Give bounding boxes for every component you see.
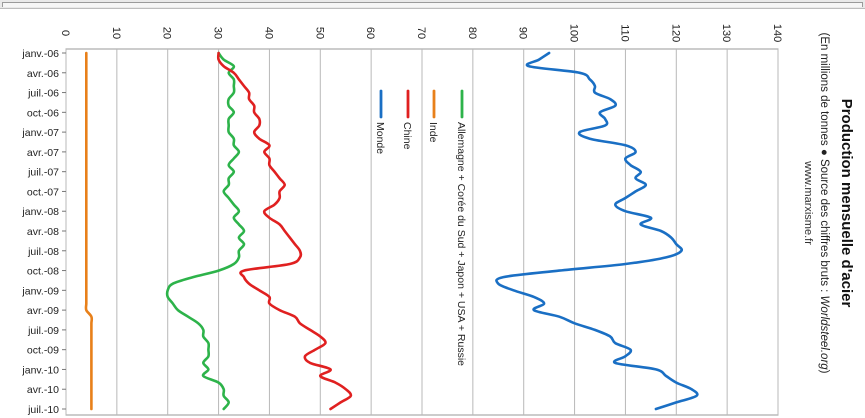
value-tick-labels: 0 10 20 30 40 50 60 70 80 90 100 110 120 130 140 <box>59 24 783 42</box>
value-tick-label: 30 <box>212 27 224 39</box>
month-tick-label: oct.-09 <box>27 345 59 357</box>
value-tick-label: 130 <box>720 24 732 42</box>
subtitle-prefix: (En millions de tonnes ● Source des chif… <box>818 32 830 295</box>
chart-titles: Production mensuelle d'acier (En million… <box>802 32 855 373</box>
month-tick-label: oct.-08 <box>27 266 59 278</box>
chart-title: Production mensuelle d'acier <box>838 99 855 308</box>
month-tick-label: juil.-10 <box>27 404 59 416</box>
month-tick-label: juil.-09 <box>27 325 59 337</box>
value-tick-label: 110 <box>618 24 630 42</box>
legend-label: Allemagne + Corée du Sud + Japon + USA +… <box>455 122 467 366</box>
window-top-strip <box>0 0 865 9</box>
steel-production-chart: 0 10 20 30 40 50 60 70 80 90 100 110 120 130 140 janv.… <box>21 24 855 416</box>
value-tick-label: 70 <box>415 27 427 39</box>
value-tick-label: 50 <box>313 27 325 39</box>
chart-subtitle: (En millions de tonnes ● Source des chif… <box>818 32 830 373</box>
month-tick-label: avr.-06 <box>27 68 59 80</box>
value-tick-label: 10 <box>110 27 122 39</box>
top-border-line <box>2 2 863 7</box>
value-tick-label: 60 <box>364 27 376 39</box>
month-tick-label: janv.-08 <box>21 206 59 218</box>
subtitle-source: Worldsteel.org <box>818 296 830 371</box>
grid <box>62 48 779 416</box>
legend-label: Monde <box>374 122 386 154</box>
series-line-inde <box>84 51 94 411</box>
month-tick-label: avr.-07 <box>27 147 59 159</box>
value-tick-label: 100 <box>568 24 580 42</box>
month-tick-label: juil.-07 <box>27 167 59 179</box>
month-tick-label: oct.-06 <box>27 107 59 119</box>
month-tick-label: oct.-07 <box>27 186 59 198</box>
value-tick-label: 80 <box>466 27 478 39</box>
subtitle-suffix: ) <box>818 370 830 374</box>
value-tick-label: 90 <box>517 27 529 39</box>
series-lines <box>84 51 699 411</box>
value-tick-label: 0 <box>59 30 71 36</box>
value-tick-label: 140 <box>771 24 783 42</box>
month-tick-label: avr.-08 <box>27 226 59 238</box>
month-tick-label: janv.-07 <box>21 127 59 139</box>
legend-label: Inde <box>427 122 439 143</box>
value-tick-label: 20 <box>161 27 173 39</box>
month-tick-label: juil.-06 <box>27 88 59 100</box>
month-tick-labels: janv.-06 avr.-06 juil.-06 oct.-06 janv.-07 av… <box>21 48 59 416</box>
value-tick-label: 40 <box>262 27 274 39</box>
month-tick-label: avr.-10 <box>27 384 59 396</box>
value-tick-label: 120 <box>669 24 681 42</box>
legend-label: Chine <box>401 122 413 150</box>
month-tick-label: janv.-06 <box>21 48 59 60</box>
month-tick-label: juil.-08 <box>27 246 59 258</box>
series-line-allemagne-cor-e-du-sud-japon-usa-russie <box>165 51 246 411</box>
month-tick-label: janv.-10 <box>21 364 59 376</box>
month-tick-label: avr.-09 <box>27 305 59 317</box>
month-tick-label: janv.-09 <box>21 285 59 297</box>
series-line-chine <box>216 51 353 411</box>
legend: Allemagne + Corée du Sud + Japon + USA +… <box>374 89 467 366</box>
series-line-monde <box>495 51 699 411</box>
website-label: www.marxisme.fr <box>802 160 814 245</box>
